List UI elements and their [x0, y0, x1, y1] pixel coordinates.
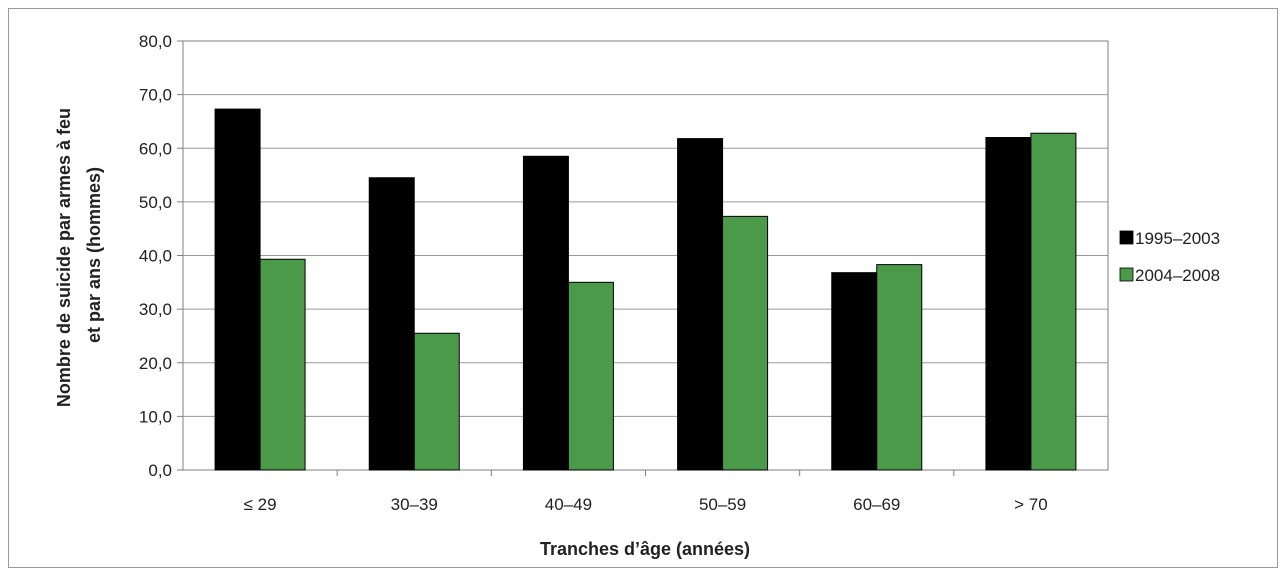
y-tick-label: 50,0: [139, 193, 172, 212]
bar-2004-2008: [722, 215, 769, 471]
y-tick-label: 60,0: [139, 139, 172, 158]
x-axis-title: Tranches d’âge (années): [540, 539, 750, 559]
x-tick-label: > 70: [1014, 495, 1048, 514]
legend-label-1995-2003: 1995–2003: [1135, 229, 1220, 248]
y-tick-label: 30,0: [139, 300, 172, 319]
bars: [214, 108, 1077, 471]
y-axis-title-line-1: Nombre de suicide par armes à feu: [54, 108, 74, 407]
y-tick-label: 10,0: [139, 407, 172, 426]
y-axis-title-line-2: et par ans (hommes): [84, 167, 104, 343]
bar-1995-2003: [522, 155, 569, 471]
y-axis-title: Nombre de suicide par armes à feu et par…: [54, 103, 104, 407]
x-tick-label: 50–59: [699, 495, 746, 514]
legend-swatch-1995-2003: [1119, 230, 1134, 245]
bar-1995-2003: [214, 108, 261, 471]
legend-label-2004-2008: 2004–2008: [1135, 266, 1220, 285]
bar-2004-2008: [876, 264, 923, 471]
legend: 1995–2003 2004–2008: [1119, 229, 1220, 285]
x-tick-label: 40–49: [545, 495, 592, 514]
bar-2004-2008: [413, 332, 460, 471]
x-tick-label: ≤ 29: [244, 495, 277, 514]
bar-2004-2008: [1030, 132, 1077, 471]
legend-swatch-2004-2008: [1119, 267, 1134, 282]
bar-1995-2003: [677, 138, 724, 471]
gridlines: [183, 94, 1108, 417]
bar-1995-2003: [831, 272, 878, 471]
x-tick-label: 30–39: [391, 495, 438, 514]
x-tick-label: 60–69: [853, 495, 900, 514]
bar-2004-2008: [567, 281, 614, 471]
bar-2004-2008: [259, 258, 306, 471]
y-axis-ticks: 0,0 10,0 20,0 30,0 40,0 50,0 60,0 70,0 80,0: [139, 32, 183, 480]
y-tick-label: 80,0: [139, 32, 172, 51]
y-tick-label: 0,0: [148, 461, 172, 480]
y-tick-label: 70,0: [139, 86, 172, 105]
y-tick-label: 20,0: [139, 354, 172, 373]
bar-1995-2003: [985, 137, 1032, 471]
y-tick-label: 40,0: [139, 247, 172, 266]
bar-1995-2003: [368, 177, 415, 471]
x-axis-ticks: ≤ 29 30–39 40–49 50–59 60–69 > 70: [244, 470, 1048, 514]
